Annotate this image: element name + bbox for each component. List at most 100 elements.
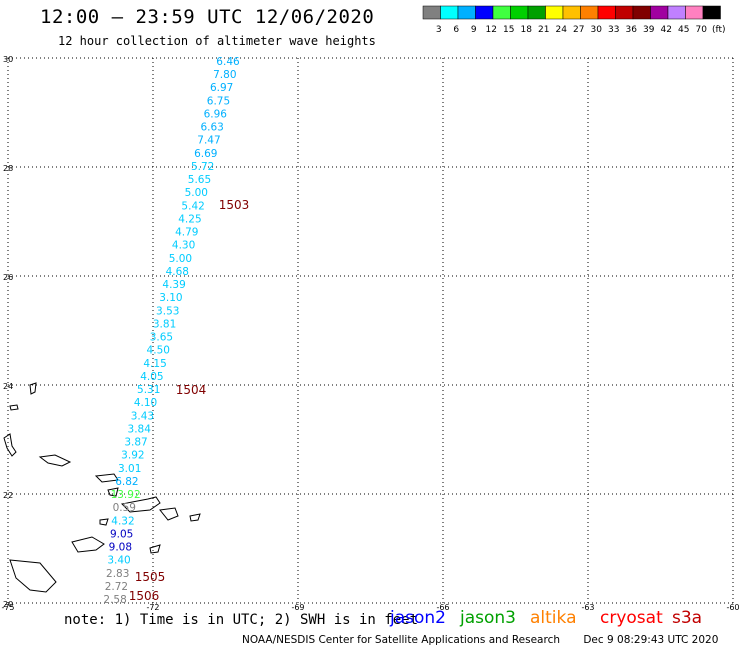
wave-height-label: 3.65: [150, 332, 173, 344]
island-outline: [71, 536, 105, 553]
wave-height-label: 2.83: [106, 568, 129, 580]
island-outline: [189, 513, 201, 522]
wave-height-label: 2.72: [105, 581, 128, 593]
wave-height-label: 6.97: [210, 82, 233, 94]
page-title: 12:00 – 23:59 UTC 12/06/2020: [40, 6, 375, 28]
scale-label: 42: [661, 25, 672, 35]
wave-height-label: 9.05: [110, 528, 133, 540]
wave-height-label: 9.08: [109, 542, 132, 554]
wave-height-label: 4.10: [134, 397, 157, 409]
wave-height-label: 3.84: [128, 423, 152, 435]
time-label: 1503: [219, 198, 250, 212]
wave-height-label: 4.30: [172, 240, 195, 252]
scale-swatch: [702, 5, 721, 20]
island-outline: [159, 507, 179, 521]
island-outline: [29, 382, 37, 395]
wave-height-label: 3.81: [153, 318, 176, 330]
wave-height-label: 6.75: [207, 95, 230, 107]
lat-label: 22: [3, 491, 13, 500]
island-outline: [3, 433, 17, 457]
wave-height-label: 4.05: [140, 371, 163, 383]
island-outline: [99, 518, 109, 526]
wave-height-label: 3.40: [107, 555, 130, 567]
wave-height-map: 302826242220-75-72-69-66-63-606.467.806.…: [1, 55, 739, 612]
scale-label: 9: [471, 25, 477, 35]
footer-credit: NOAA/NESDIS Center for Satellite Applica…: [242, 634, 718, 646]
page-subtitle: 12 hour collection of altimeter wave hei…: [58, 34, 376, 48]
wave-height-label: 2.58: [103, 594, 126, 606]
scale-label: 24: [556, 25, 568, 35]
wave-height-label: 3.92: [121, 450, 144, 462]
lon-label: -72: [146, 603, 159, 612]
lon-label: -75: [1, 603, 14, 612]
lat-label: 30: [3, 55, 13, 64]
wave-height-label: 4.39: [162, 279, 185, 291]
satellite-cryosat: cryosat: [600, 608, 663, 628]
wave-height-label: 13.92: [111, 489, 141, 501]
wave-height-label: 4.68: [166, 266, 189, 278]
wave-height-label: 5.00: [169, 253, 192, 265]
wave-height-label: 4.25: [178, 213, 201, 225]
wave-height-label: 5.65: [188, 174, 211, 186]
lat-label: 28: [3, 164, 13, 173]
scale-label: 36: [626, 25, 638, 35]
island-outline: [149, 544, 161, 554]
wave-height-label: 5.31: [137, 384, 160, 396]
credit-text: NOAA/NESDIS Center for Satellite Applica…: [242, 634, 560, 646]
lon-label: -66: [436, 603, 449, 612]
satellite-altika: altika: [530, 608, 577, 628]
scale-label: 39: [643, 25, 655, 35]
wave-height-label: 4.15: [143, 358, 166, 370]
lat-label: 26: [3, 273, 13, 282]
island-outline: [107, 487, 119, 497]
satellite-jason2: jason2: [390, 608, 446, 628]
island-outline: [94, 473, 119, 483]
scale-label: 45: [678, 25, 689, 35]
wave-height-label: 7.47: [197, 135, 220, 147]
time-label: 1506: [129, 589, 160, 603]
color-scale-legend: 3 6 9 12 15 18 21 24 27 30 33 36 39 42 45 70 (ft): [422, 5, 726, 35]
wave-height-label: 3.87: [124, 437, 147, 449]
lon-label: -60: [726, 603, 739, 612]
island-outline: [38, 454, 72, 467]
lon-label: -63: [581, 603, 594, 612]
wave-height-label: 5.72: [191, 161, 214, 173]
lat-label: 20: [3, 600, 13, 609]
wave-height-label: 0.59: [113, 502, 136, 514]
satellite-jason3: jason3: [460, 608, 516, 628]
time-label: 1505: [135, 570, 166, 584]
wave-height-label: 3.53: [156, 305, 179, 317]
scale-label: 18: [521, 25, 533, 35]
lon-label: -69: [291, 603, 304, 612]
wave-height-label: 3.43: [131, 410, 154, 422]
time-label: 1504: [176, 383, 207, 397]
scale-label: 6: [453, 25, 459, 35]
wave-height-label: 5.00: [185, 187, 208, 199]
scale-label: 12: [486, 25, 497, 35]
credit-timestamp: Dec 9 08:29:43 UTC 2020: [583, 634, 719, 646]
wave-height-label: 6.69: [194, 148, 217, 160]
scale-label: 27: [573, 25, 584, 35]
wave-height-label: 5.42: [181, 200, 204, 212]
satellite-s3a: s3a: [672, 608, 703, 628]
wave-height-label: 3.01: [118, 463, 141, 475]
scale-label: 70: [696, 25, 708, 35]
island-outline: [9, 404, 19, 411]
wave-height-label: 6.96: [204, 108, 228, 120]
scale-label: 21: [538, 25, 549, 35]
wave-height-label: 6.46: [216, 56, 240, 68]
wave-height-label: 6.82: [115, 476, 138, 488]
scale-label: (ft): [712, 25, 726, 35]
footer-note: note: 1) Time is in UTC; 2) SWH is in fe…: [64, 612, 419, 628]
wave-height-label: 4.79: [175, 227, 198, 239]
wave-height-label: 4.50: [147, 345, 170, 357]
scale-label: 33: [608, 25, 619, 35]
wave-height-label: 3.10: [159, 292, 182, 304]
scale-label: 3: [436, 25, 442, 35]
wave-height-label: 7.80: [213, 69, 236, 81]
wave-height-label: 6.63: [200, 122, 223, 134]
island-outline: [120, 496, 161, 513]
wave-height-label: 4.32: [111, 515, 134, 527]
scale-label: 30: [591, 25, 603, 35]
scale-label: 15: [503, 25, 514, 35]
